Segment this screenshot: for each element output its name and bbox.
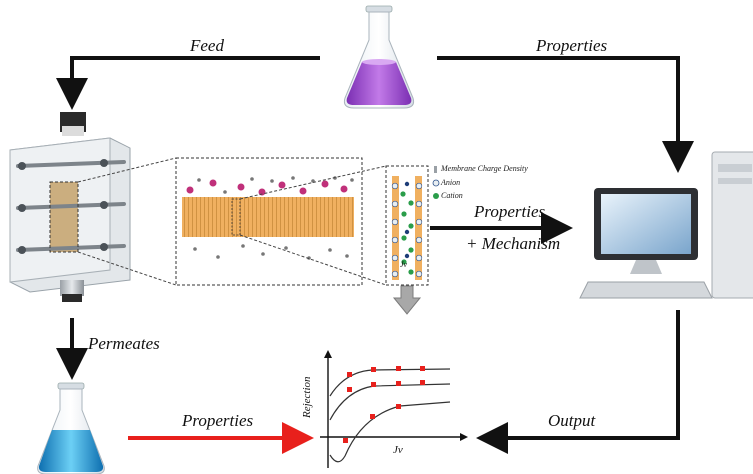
data-point — [396, 381, 401, 386]
properties-top-arrow — [437, 56, 694, 173]
output-arrow — [476, 310, 680, 454]
feed-flask-icon — [343, 5, 415, 109]
feed-label: Feed — [190, 36, 224, 55]
data-point — [420, 380, 425, 385]
data-point — [396, 366, 401, 371]
plot-x-label: Jv — [393, 444, 403, 456]
plot-y-label: Rejection — [301, 376, 313, 418]
data-point — [347, 387, 352, 392]
data-point — [343, 438, 348, 443]
membrane-zoom-box — [175, 157, 363, 286]
legend-charge-density: Membrane Charge Density — [441, 164, 528, 173]
permeates-label: Permeates — [88, 334, 160, 353]
properties-bottom-label: Properties — [182, 411, 254, 430]
data-point — [420, 366, 425, 371]
pore-zoom-box — [385, 165, 429, 286]
legend-anion: Anion — [441, 178, 461, 187]
output-label: Output — [548, 411, 596, 430]
data-point — [396, 404, 401, 409]
anion-marker — [432, 179, 440, 187]
legend-cation: Cation — [441, 191, 463, 200]
membrane-cell-icon — [9, 112, 131, 302]
mechanism-label: + Mechanism — [466, 234, 561, 253]
computer-icon — [579, 151, 753, 299]
permeate-flask-icon — [37, 382, 105, 474]
pore-legend — [432, 166, 440, 199]
cation-marker — [433, 193, 439, 199]
properties-mid-label: Properties — [474, 202, 546, 221]
pore-flux-label: Jv — [400, 260, 408, 269]
feed-arrow — [56, 56, 320, 110]
zoom-guides — [77, 157, 177, 286]
data-point — [347, 372, 352, 377]
charge-density-marker — [434, 166, 437, 173]
curve-3 — [329, 401, 451, 463]
data-point — [371, 367, 376, 372]
properties-top-label: Properties — [536, 36, 608, 55]
data-point — [371, 382, 376, 387]
flux-arrow-icon — [392, 285, 422, 315]
pore-zoom-guides — [239, 165, 387, 286]
data-point — [370, 414, 375, 419]
rejection-plot — [320, 350, 468, 468]
